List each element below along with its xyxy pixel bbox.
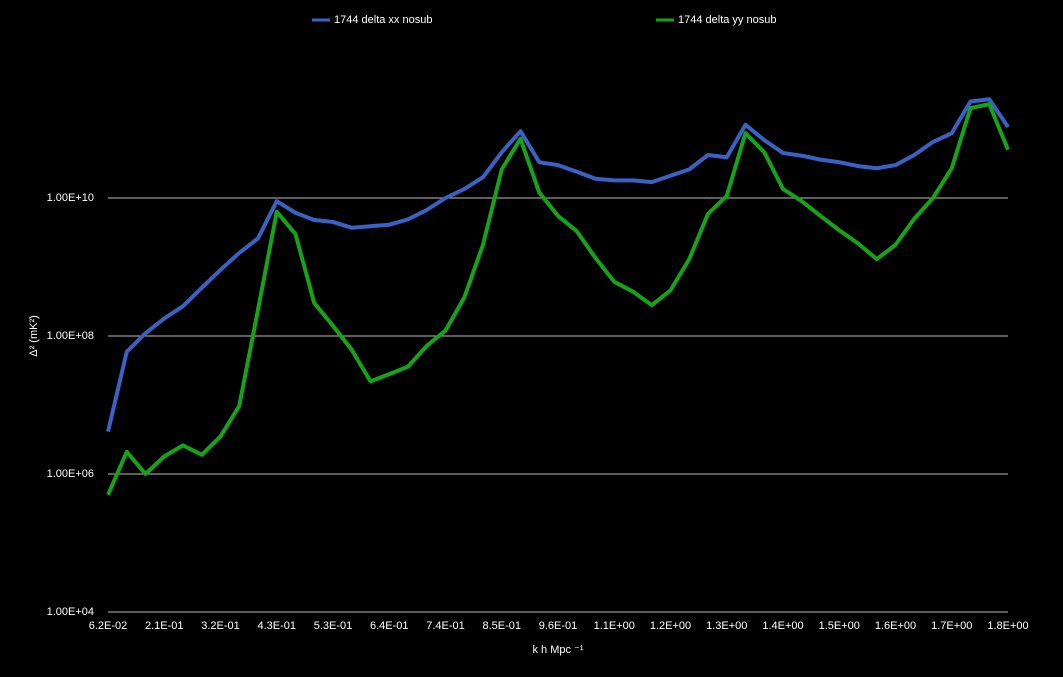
x-tick-label: 1.7E+00 — [931, 620, 972, 632]
y-tick-label: 1.00E+06 — [47, 468, 94, 480]
y-tick-label: 1.00E+04 — [47, 606, 94, 618]
x-tick-label: 8.5E-01 — [482, 620, 521, 632]
x-tick-label: 1.1E+00 — [594, 620, 635, 632]
series-line — [106, 102, 1010, 496]
x-tick-label: 7.4E-01 — [426, 620, 465, 632]
x-tick-label: 1.2E+00 — [650, 620, 691, 632]
x-tick-label: 1.6E+00 — [875, 620, 916, 632]
y-tick-label: 1.00E+08 — [47, 330, 94, 342]
x-tick-label: 1.8E+00 — [987, 620, 1028, 632]
legend-label: 1744 delta xx nosub — [334, 14, 432, 26]
y-tick-label: 1.00E+10 — [47, 192, 94, 204]
x-tick-label: 9.6E-01 — [539, 620, 578, 632]
x-tick-label: 1.3E+00 — [706, 620, 747, 632]
x-tick-label: 2.1E-01 — [145, 620, 184, 632]
x-tick-label: 5.3E-01 — [314, 620, 353, 632]
x-tick-label: 4.3E-01 — [257, 620, 296, 632]
x-axis-label: k h Mpc ⁻¹ — [532, 644, 583, 656]
x-tick-label: 6.4E-01 — [370, 620, 409, 632]
series-line — [106, 97, 1010, 433]
legend-label: 1744 delta yy nosub — [678, 14, 776, 26]
x-tick-label: 3.2E-01 — [201, 620, 240, 632]
x-tick-label: 1.4E+00 — [762, 620, 803, 632]
x-tick-label: 6.2E-02 — [89, 620, 128, 632]
y-axis-label: Δ² (mK²) — [28, 315, 40, 357]
x-tick-label: 1.5E+00 — [819, 620, 860, 632]
